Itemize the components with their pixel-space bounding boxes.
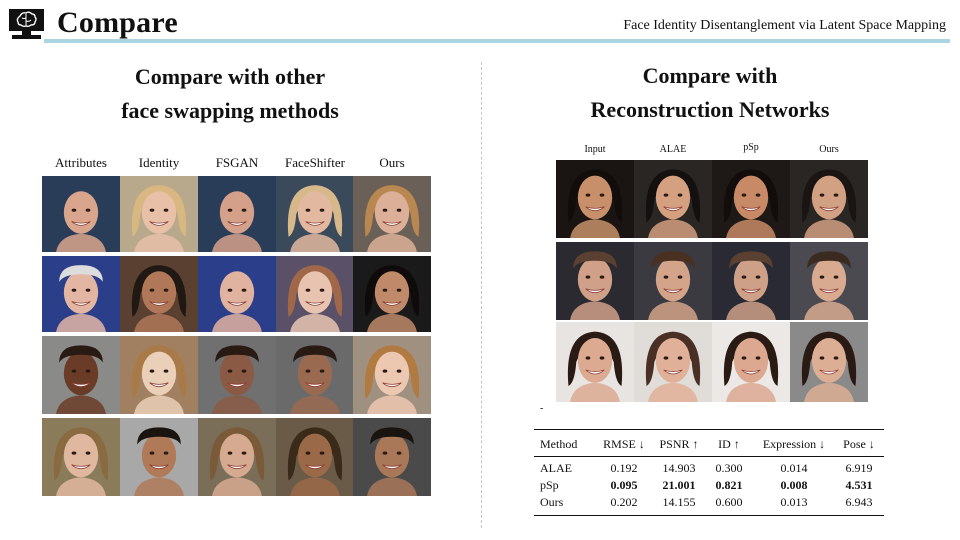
table-cell-alae-expression: 0.014 [780, 461, 808, 475]
column-header-ours: Ours [379, 155, 405, 170]
column-header-psp: pSp [743, 142, 759, 153]
recon-image-row1-psp [712, 160, 790, 238]
left-title-line2: face swapping methods [121, 98, 339, 123]
table-cell-alae-pose: 6.919 [845, 461, 873, 475]
table-cell-alae-psnr: 14.903 [662, 461, 696, 475]
table-cell-ours-rmse: 0.202 [610, 495, 638, 509]
table-cell-ours-psnr: 14.155 [662, 495, 696, 509]
recon-image-row3-ours [790, 322, 868, 402]
table-cell-psp-method: pSp [540, 478, 559, 492]
face-image-row4-attributes [42, 418, 120, 496]
brain-monitor-icon [8, 8, 45, 40]
face-image-row1-fsgan [198, 176, 276, 252]
recon-image-row1-alae [634, 160, 712, 238]
face-image-row3-ours [353, 336, 431, 414]
face-image-row3-fsgan [198, 336, 276, 414]
column-header-identity: Identity [138, 155, 180, 170]
table-cell-alae-rmse: 0.192 [610, 461, 638, 475]
recon-image-row2-ours [790, 242, 868, 320]
table-header-rmse: RMSE ↓ [603, 437, 645, 451]
table-header-id: ID ↑ [718, 437, 740, 451]
table-header-psnr: PSNR ↑ [659, 437, 699, 451]
face-image-row1-ours [353, 176, 431, 252]
column-header-fsgan: FSGAN [215, 155, 259, 170]
recon-image-row3-input [556, 322, 634, 402]
table-header-rule [534, 456, 884, 457]
face-image-row4-fsgan [198, 418, 276, 496]
table-bottom-rule [534, 515, 884, 516]
face-image-row4-ours [353, 418, 431, 496]
recon-image-row3-psp [712, 322, 790, 402]
paper-subtitle: Face Identity Disentanglement via Latent… [623, 18, 946, 33]
table-top-rule [534, 429, 884, 430]
table-cell-ours-id: 0.600 [715, 495, 743, 509]
table-header-method: Method [540, 437, 578, 451]
table-cell-psp-psnr: 21.001 [662, 478, 696, 492]
face-image-row1-identity [120, 176, 198, 252]
table-cell-ours-expression: 0.013 [780, 495, 808, 509]
header-rule [44, 39, 950, 43]
recon-image-row1-input [556, 160, 634, 238]
face-image-row2-fsgan [198, 256, 276, 332]
table-cell-alae-method: ALAE [540, 461, 572, 475]
left-title-line1: Compare with other [134, 64, 326, 89]
face-image-row4-faceshifter [276, 418, 354, 496]
column-header-ours-recon: Ours [819, 144, 839, 155]
recon-image-row2-input [556, 242, 634, 320]
column-header-attributes: Attributes [55, 155, 107, 170]
table-cell-ours-method: Ours [540, 495, 564, 509]
table-header-expression: Expression ↓ [762, 437, 826, 451]
table-header-pose: Pose ↓ [843, 437, 875, 451]
column-header-faceshifter: FaceShifter [285, 155, 345, 170]
face-image-row3-faceshifter [276, 336, 354, 414]
section-divider [481, 62, 482, 528]
right-section-title: Compare with Reconstruction Networks [540, 59, 880, 127]
face-image-row2-faceshifter [276, 256, 354, 332]
face-image-row1-attributes [42, 176, 120, 252]
right-title-line2: Reconstruction Networks [590, 97, 830, 122]
right-title-line1: Compare with [642, 63, 778, 88]
left-section-title: Compare with other face swapping methods [60, 60, 400, 128]
table-cell-psp-rmse: 0.095 [610, 478, 638, 492]
face-image-row2-identity [120, 256, 198, 332]
face-image-row2-ours [353, 256, 431, 332]
table-cell-psp-pose: 4.531 [845, 478, 873, 492]
table-cell-psp-id: 0.821 [715, 478, 743, 492]
recon-image-row1-ours [790, 160, 868, 238]
column-header-alae: ALAE [659, 144, 687, 155]
face-image-row2-attributes [42, 256, 120, 332]
page-title: Compare [57, 6, 178, 39]
face-image-row1-faceshifter [276, 176, 354, 252]
table-cell-psp-expression: 0.008 [780, 478, 808, 492]
stray-mark: - [540, 403, 544, 414]
recon-image-row2-psp [712, 242, 790, 320]
table-cell-alae-id: 0.300 [715, 461, 743, 475]
face-image-row3-identity [120, 336, 198, 414]
face-image-row3-attributes [42, 336, 120, 414]
face-image-row4-identity [120, 418, 198, 496]
recon-image-row3-alae [634, 322, 712, 402]
table-cell-ours-pose: 6.943 [845, 495, 873, 509]
column-header-input: Input [584, 144, 606, 155]
recon-image-row2-alae [634, 242, 712, 320]
